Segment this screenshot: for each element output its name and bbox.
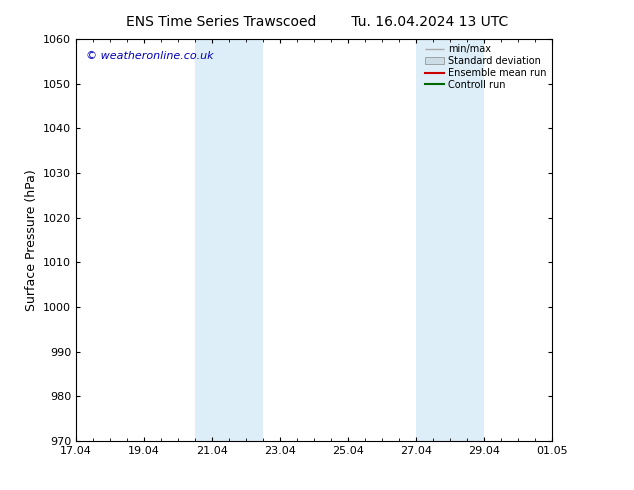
Y-axis label: Surface Pressure (hPa): Surface Pressure (hPa) [25,169,37,311]
Bar [195,39,263,441]
Bar [416,39,484,441]
Text: ENS Time Series Trawscoed        Tu. 16.04.2024 13 UTC: ENS Time Series Trawscoed Tu. 16.04.2024… [126,15,508,29]
Legend: min/max, Standard deviation, Ensemble mean run, Controll run: min/max, Standard deviation, Ensemble me… [423,42,548,92]
Text: © weatheronline.co.uk: © weatheronline.co.uk [86,51,213,61]
